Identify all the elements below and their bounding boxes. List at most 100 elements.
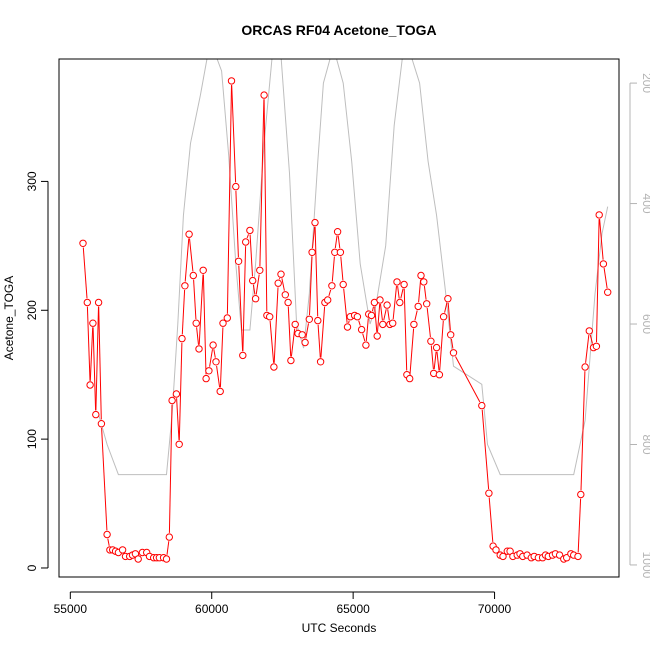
- acetone-point: [199, 266, 207, 274]
- acetone-point: [94, 298, 103, 307]
- acetone-point: [435, 371, 444, 379]
- acetone-point: [301, 338, 309, 347]
- acetone-line-segment: [331, 256, 335, 282]
- acetone-line-segment: [287, 306, 292, 357]
- acetone-point: [249, 276, 257, 285]
- acetone-line-segment: [235, 190, 239, 258]
- plot-frame: [58, 58, 620, 578]
- acetone-point: [439, 313, 448, 321]
- acetone-series: [79, 77, 612, 563]
- acetone-line-segment: [392, 286, 397, 320]
- acetone-line-segment: [577, 498, 582, 553]
- acetone-line-segment: [263, 99, 268, 312]
- acetone-point: [234, 257, 243, 265]
- acetone-point: [357, 325, 366, 334]
- acetone-point: [383, 301, 391, 309]
- acetone-point: [478, 401, 486, 410]
- acetone-line-segment: [166, 541, 170, 555]
- acetone-point: [410, 320, 418, 329]
- acetone-point: [308, 248, 316, 257]
- acetone-line-segment: [409, 328, 415, 375]
- acetone-point: [270, 363, 278, 371]
- acetone-point: [305, 315, 313, 323]
- acetone-point: [362, 341, 370, 349]
- acetone-line-segment: [89, 327, 94, 381]
- acetone-line-segment: [305, 323, 309, 339]
- acetone-line-segment: [255, 274, 260, 295]
- x-tick-label: 65000: [336, 602, 370, 616]
- acetone-point: [195, 345, 203, 353]
- x-axis: 55000 60000 65000 70000: [54, 591, 512, 616]
- acetone-point: [168, 396, 176, 405]
- acetone-line-segment: [238, 265, 244, 352]
- acetone-point: [118, 546, 127, 554]
- y2-tick-label: 400: [640, 194, 650, 214]
- acetone-point: [232, 182, 240, 191]
- acetone-line-segment: [436, 351, 440, 371]
- acetone-line-segment: [365, 318, 369, 341]
- acetone-point: [585, 327, 593, 335]
- acetone-line-segment: [273, 287, 279, 363]
- acetone-point: [256, 266, 264, 274]
- acetone-point: [89, 319, 97, 327]
- acetone-line-segment: [86, 306, 91, 381]
- acetone-line-segment: [444, 302, 448, 313]
- acetone-line-segment: [403, 288, 408, 371]
- acetone-line-segment: [242, 246, 247, 352]
- acetone-point: [396, 298, 404, 307]
- acetone-point: [192, 319, 200, 327]
- acetone-point: [92, 410, 100, 419]
- acetone-line-segment: [178, 342, 183, 441]
- acetone-line-segment: [596, 219, 600, 343]
- acetone-line-segment: [226, 85, 232, 314]
- acetone-line-segment: [246, 234, 249, 239]
- acetone-line-segment: [371, 306, 374, 312]
- acetone-point: [599, 260, 608, 268]
- y2-tick-label: 200: [640, 73, 650, 93]
- acetone-line-segment: [380, 304, 383, 321]
- acetone-line-segment: [433, 351, 437, 370]
- y2-tick-label: 1000: [640, 552, 650, 579]
- acetone-line-segment: [599, 219, 604, 260]
- acetone-point: [246, 226, 254, 235]
- acetone-line-segment: [231, 85, 237, 183]
- acetone-point: [219, 319, 227, 327]
- acetone-line-segment: [589, 334, 593, 344]
- acetone-point: [175, 440, 183, 448]
- acetone-line-segment: [196, 327, 199, 345]
- acetone-line-segment: [343, 288, 348, 323]
- acetone-point: [389, 319, 397, 327]
- acetone-point: [79, 239, 87, 248]
- acetone-line-segment: [374, 306, 378, 332]
- acetone-point: [449, 349, 458, 357]
- x-tick-label: 55000: [54, 602, 88, 616]
- acetone-line-segment: [340, 256, 344, 281]
- acetone-line-segment: [309, 256, 313, 316]
- acetone-point: [414, 302, 422, 311]
- acetone-point: [86, 381, 94, 389]
- acetone-line-segment: [400, 288, 404, 299]
- acetone-point: [172, 390, 181, 398]
- acetone-point: [97, 420, 106, 428]
- acetone-point: [333, 228, 342, 236]
- y2-axis: 200 400 600 800 1000: [629, 73, 650, 579]
- acetone-point: [592, 342, 601, 350]
- acetone-point: [281, 291, 289, 299]
- acetone-point: [400, 280, 408, 289]
- acetone-point: [604, 288, 612, 296]
- acetone-point: [353, 313, 362, 321]
- acetone-line-segment: [209, 349, 213, 367]
- acetone-point: [328, 282, 336, 290]
- acetone-line-segment: [314, 226, 319, 317]
- acetone-point: [266, 313, 274, 321]
- acetone-line-segment: [281, 278, 285, 291]
- acetone-point: [324, 296, 332, 304]
- y-tick-label: 100: [25, 429, 39, 449]
- acetone-line-segment: [317, 324, 321, 358]
- acetone-line-segment: [249, 234, 253, 277]
- altitude-line: [98, 59, 609, 476]
- acetone-point: [406, 374, 414, 383]
- acetone-line-segment: [328, 289, 332, 297]
- x-axis-label: UTC Seconds: [302, 621, 377, 635]
